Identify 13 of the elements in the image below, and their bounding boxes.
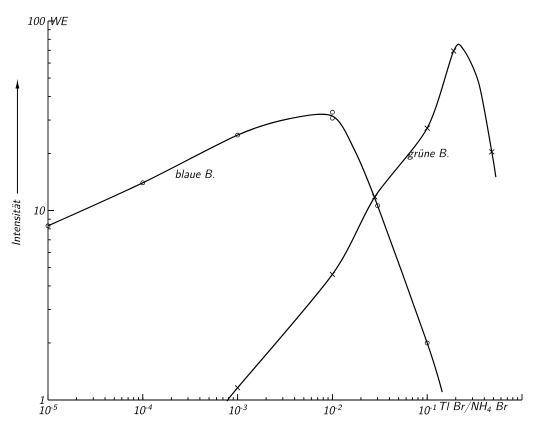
y-axis-title: Intensität	[12, 199, 20, 245]
y-tick-label: 10	[34, 206, 46, 215]
x-tick-label: 10$^{-5}$	[39, 404, 58, 414]
x-tick-label: 10$^{-1}$	[418, 404, 436, 414]
x-tick-label: 10$^{-4}$	[134, 404, 152, 414]
y-tick-label: 1	[40, 396, 44, 404]
x-axis-title: Tl Br/NH$_{4}$ Br	[440, 401, 508, 414]
x-tick-label: 10$^{-2}$	[324, 404, 342, 414]
annotation: WE	[51, 16, 68, 26]
series-label: grüne B.	[408, 148, 448, 160]
series-label: blaue B.	[176, 170, 214, 178]
x-tick-label: 10$^{-3}$	[229, 404, 248, 414]
y-tick-label: 100	[28, 16, 46, 26]
